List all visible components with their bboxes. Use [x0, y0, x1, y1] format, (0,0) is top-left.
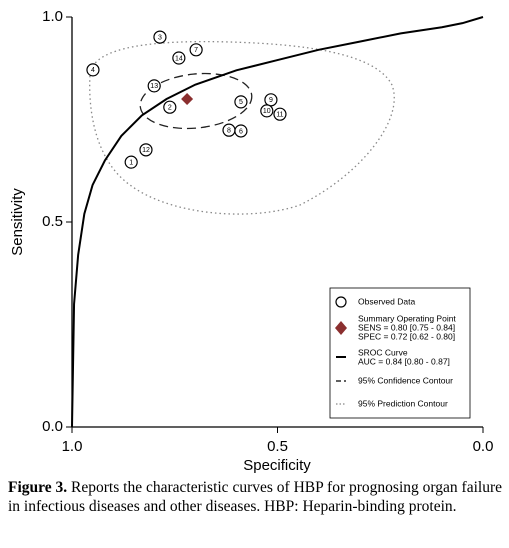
observed-point: [273, 107, 287, 121]
legend-label: Summary Operating Point: [358, 313, 456, 323]
caption: Figure 3. Reports the characteristic cur…: [8, 478, 502, 516]
legend-circle: [335, 296, 347, 308]
sroc-curve: [71, 16, 484, 428]
observed-point: [86, 63, 100, 77]
point-label: 11: [276, 112, 283, 119]
observed-point: [234, 95, 248, 109]
caption-text: Reports the characteristic curves of HBP…: [8, 479, 503, 515]
point-label: 13: [150, 83, 158, 90]
y-tick-label: 0.5: [42, 213, 63, 230]
observed-point: [163, 100, 177, 114]
observed-point: [153, 30, 167, 44]
legend: Observed Data Summary Operating Point SE…: [329, 287, 471, 419]
observed-point: [172, 51, 186, 65]
point-label: 7: [194, 47, 198, 54]
observed-point: [234, 124, 248, 138]
observed-point: [189, 43, 203, 57]
point-label: 10: [263, 108, 271, 115]
legend-label: Observed Data: [358, 296, 415, 306]
y-tick-label: 1.0: [42, 8, 63, 25]
observed-point: [139, 143, 153, 157]
x-tick-label: 0.0: [473, 438, 494, 455]
confidence-contour: [139, 72, 253, 130]
point-label: 9: [269, 97, 273, 104]
y-axis-title: Sensitivity: [9, 188, 26, 256]
point-label: 6: [239, 128, 243, 135]
point-label: 4: [91, 67, 95, 74]
observed-point: [124, 155, 138, 169]
y-tick-label: 0.0: [42, 418, 63, 435]
observed-point: [147, 79, 161, 93]
legend-label: SROC Curve: [358, 347, 408, 357]
x-axis-title: Specificity: [243, 457, 311, 474]
legend-label: SENS = 0.80 [0.75 - 0.84]: [358, 322, 455, 332]
x-tick-label: 0.5: [267, 438, 288, 455]
point-label: 14: [175, 55, 183, 62]
chart: Specificity Sensitivity 1.0 0.5 0.0 0.0 0.5 1…: [9, 8, 494, 474]
legend-label: SPEC = 0.72 [0.62 - 0.80]: [358, 331, 455, 341]
point-label: 5: [239, 99, 243, 106]
summary-point: [181, 93, 194, 105]
legend-label: AUC = 0.84 [0.80 - 0.87]: [358, 356, 450, 366]
observed-point: [260, 104, 274, 118]
caption-label: Figure 3.: [8, 479, 68, 496]
point-label: 12: [142, 147, 150, 154]
point-label: 1: [129, 159, 133, 166]
x-tick-label: 1.0: [62, 438, 83, 455]
legend-label: 95% Confidence Contour: [358, 375, 453, 385]
legend-box: [329, 287, 471, 419]
point-label: 3: [158, 34, 162, 41]
point-label: 2: [168, 105, 172, 112]
point-label: 8: [227, 128, 231, 135]
legend-label: 95% Prediction Contour: [358, 398, 448, 408]
legend-diamond: [335, 321, 347, 335]
